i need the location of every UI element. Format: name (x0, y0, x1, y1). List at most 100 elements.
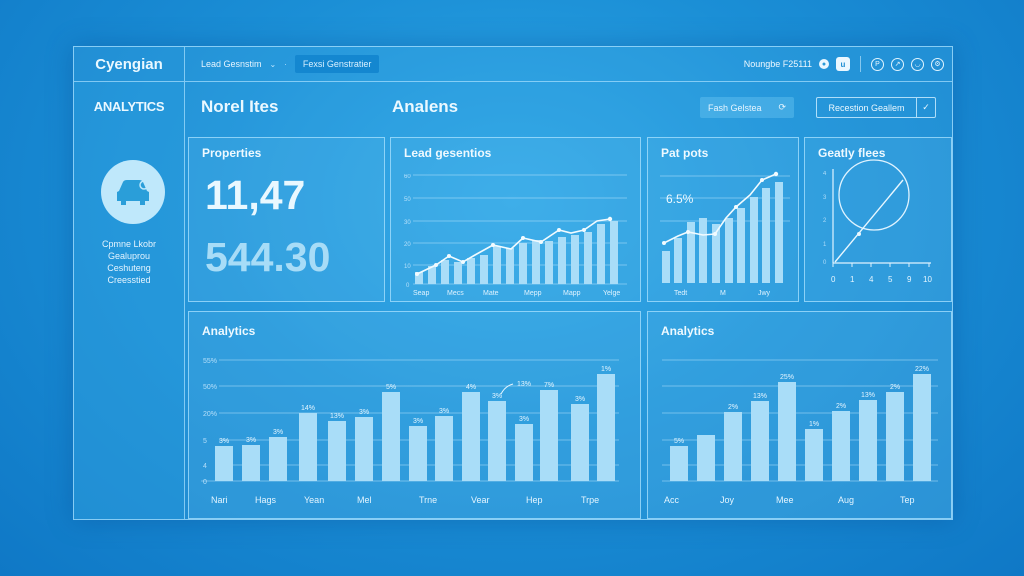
x-tick: Mapp (563, 290, 581, 297)
sidebar-line: Creesstied (107, 275, 151, 285)
svg-text:10: 10 (404, 264, 411, 270)
dashboard-window: Cyengian Lead Gesnstim ⌄ · Fexsi Genstra… (73, 46, 953, 520)
check-icon[interactable]: ✓ (922, 102, 930, 112)
geatly-chart: 432 10 0 1 4 5 9 10 (823, 159, 932, 284)
x-tick: Vear (471, 495, 490, 505)
svg-text:3%: 3% (273, 429, 283, 436)
user-label[interactable]: Noungbe F25111 (743, 59, 812, 69)
pat-chart-card: Pat pots 6.5% Tedt M (647, 137, 799, 302)
card-title: Lead gesentios (404, 146, 492, 160)
pat-annotation: 6.5% (666, 192, 694, 206)
x-tick: Hep (526, 495, 543, 505)
svg-text:13%: 13% (861, 392, 875, 399)
x-tick: Mecs (447, 290, 464, 297)
card-title: Analytics (661, 324, 715, 338)
sidebar: ANALYTICS Cpmne Lkobr Gealuprou Ceshuten… (74, 82, 185, 519)
svg-text:3%: 3% (492, 393, 502, 400)
x-tick: 1 (850, 275, 855, 284)
svg-text:25%: 25% (780, 374, 794, 381)
svg-text:0: 0 (406, 283, 410, 289)
top-actions: Noungbe F25111 ● u P ↗ ◡ ⚙ (744, 56, 952, 72)
chevron-down-icon[interactable]: ⌄ (269, 59, 277, 69)
x-tick: Joy (720, 495, 735, 505)
status-dot-icon[interactable]: ● (819, 59, 829, 69)
svg-text:13%: 13% (753, 393, 767, 400)
top-bar: Cyengian Lead Gesnstim ⌄ · Fexsi Genstra… (74, 47, 952, 82)
breadcrumb-item-1[interactable]: Lead Gesnstim (201, 59, 262, 69)
x-tick: Yelge (603, 290, 620, 297)
x-tick: 10 (923, 275, 932, 284)
primary-action-button[interactable]: Recestion Geallem ✓ (816, 97, 936, 118)
svg-text:2%: 2% (836, 403, 846, 410)
svg-text:3%: 3% (246, 437, 256, 444)
sidebar-line: Ceshuteng (107, 263, 151, 273)
separator-dot-icon: · (284, 59, 287, 69)
x-tick: Hags (255, 495, 277, 505)
analytics-left-chart: 55% 50% 20% 5 4 0 3% 3% 3% 14% 13% 3% 5% 3% 3% 4% 3… (201, 358, 619, 505)
svg-text:2%: 2% (728, 404, 738, 411)
svg-text:22%: 22% (915, 366, 929, 373)
x-tick: 4 (869, 275, 874, 284)
svg-text:13%: 13% (330, 413, 344, 420)
section-title-right: Analens (392, 97, 459, 116)
svg-text:1: 1 (823, 242, 827, 248)
svg-text:0: 0 (823, 260, 827, 266)
svg-text:55%: 55% (203, 358, 217, 365)
callout-label: 13% (517, 381, 531, 388)
svg-text:5%: 5% (386, 384, 396, 391)
divider (860, 56, 861, 72)
analytics-right-card: Analytics 5% 2% 13% 25% 1% 2% 13% 2% 22% (647, 311, 952, 519)
x-tick: Trpe (581, 495, 599, 505)
app-square-icon[interactable]: u (836, 57, 850, 71)
svg-text:1%: 1% (809, 421, 819, 428)
svg-text:3%: 3% (439, 408, 449, 415)
svg-text:60: 60 (404, 174, 411, 180)
x-tick: 9 (907, 275, 912, 284)
svg-text:2: 2 (823, 218, 827, 224)
car-icon (117, 180, 149, 205)
avatar[interactable] (101, 160, 165, 224)
primary-action-label: Recestion Geallem (817, 98, 917, 117)
x-tick: 0 (831, 275, 836, 284)
svg-text:5%: 5% (674, 438, 684, 445)
x-tick: Tep (900, 495, 915, 505)
settings-icon[interactable]: ⚙ (931, 57, 944, 71)
brand-logo[interactable]: Cyengian (74, 47, 185, 81)
svg-text:3: 3 (823, 195, 827, 201)
x-tick: Mel (357, 495, 372, 505)
svg-text:4: 4 (823, 171, 827, 177)
svg-text:3%: 3% (219, 438, 229, 445)
profile-icon[interactable]: P (871, 57, 884, 71)
x-tick: Seap (413, 290, 429, 297)
svg-text:50%: 50% (203, 384, 217, 391)
x-tick: Trne (419, 495, 437, 505)
lead-chart-card: Lead gesentios 60 50 30 20 10 0 (390, 137, 641, 302)
secondary-action-button[interactable]: Fash Gelstea ⟳ (700, 97, 794, 118)
svg-text:20%: 20% (203, 411, 217, 418)
svg-text:14%: 14% (301, 405, 315, 412)
svg-text:4%: 4% (466, 384, 476, 391)
card-title: Analytics (202, 324, 256, 338)
svg-text:3%: 3% (359, 409, 369, 416)
svg-text:50: 50 (404, 197, 411, 203)
card-title: Properties (202, 146, 262, 160)
x-tick: Yean (304, 495, 324, 505)
breadcrumb-item-active[interactable]: Fexsi Genstratier (294, 55, 380, 73)
svg-text:2%: 2% (890, 384, 900, 391)
svg-text:20: 20 (404, 242, 411, 248)
breadcrumb: Lead Gesnstim ⌄ · Fexsi Genstratier (185, 55, 380, 73)
svg-text:3%: 3% (519, 416, 529, 423)
x-tick: Tedt (674, 290, 687, 297)
share-icon[interactable]: ↗ (891, 57, 904, 71)
x-tick: 5 (888, 275, 893, 284)
analytics-left-card: Analytics 55% 50% 20% 5 4 0 (188, 311, 641, 519)
x-tick: Mepp (524, 290, 542, 297)
chat-icon[interactable]: ◡ (911, 57, 924, 71)
sidebar-title[interactable]: ANALYTICS (93, 99, 165, 114)
secondary-action-label: Fash Gelstea (708, 102, 762, 113)
x-tick: M (720, 290, 726, 297)
sidebar-line: Cpmne Lkobr (101, 239, 157, 249)
svg-text:3%: 3% (575, 396, 585, 403)
sidebar-profile-details: Cpmne Lkobr Gealuprou Ceshuteng Creessti… (74, 238, 184, 286)
